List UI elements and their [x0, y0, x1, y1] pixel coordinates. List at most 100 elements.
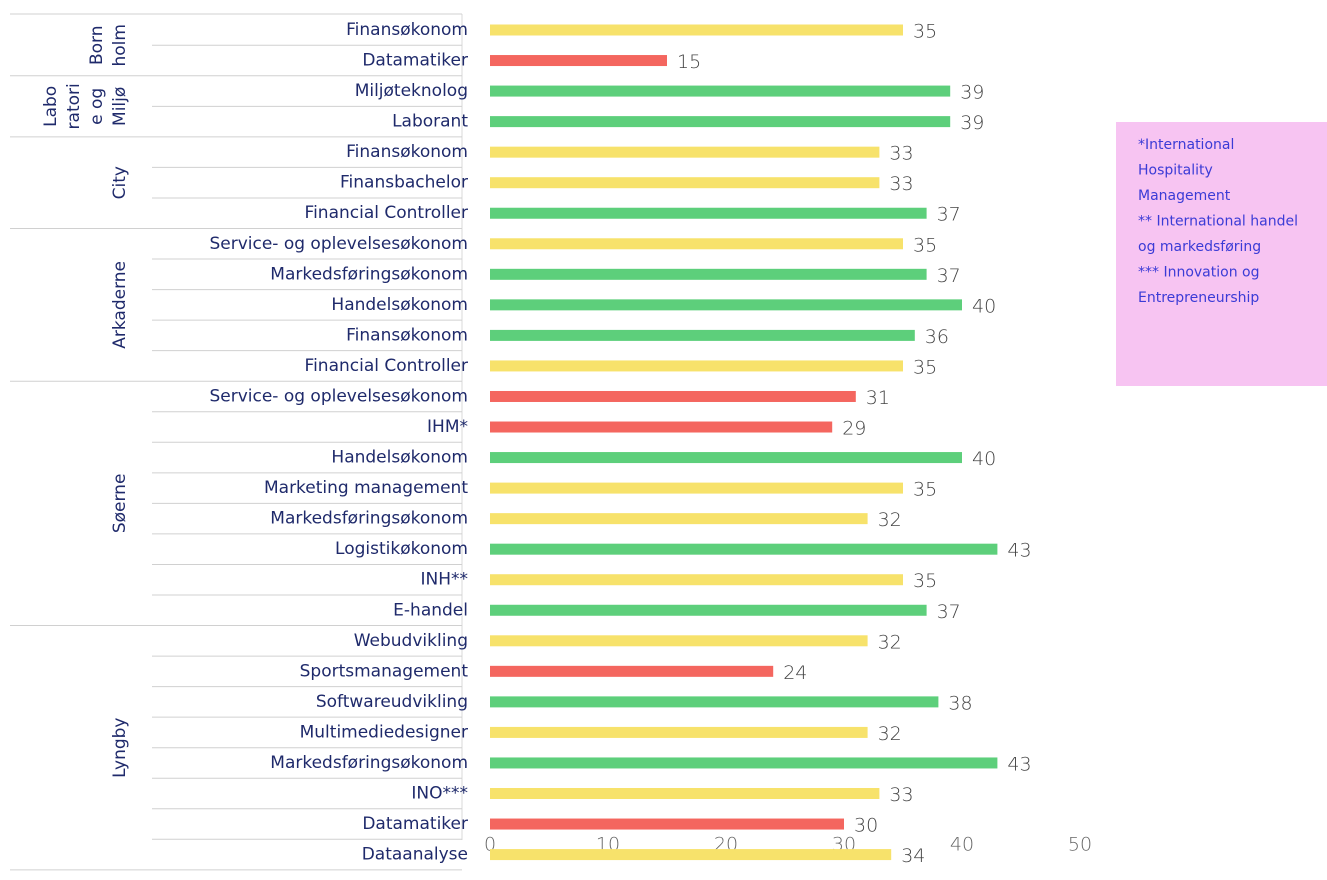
- bar: [490, 329, 915, 341]
- bar: [490, 55, 667, 67]
- value-label: 33: [889, 784, 913, 806]
- bar: [490, 757, 998, 769]
- value-label: 40: [972, 448, 996, 470]
- category-label: INO***: [411, 784, 468, 804]
- category-label: Handelsøkonom: [331, 448, 468, 468]
- value-label: 39: [960, 82, 984, 104]
- category-label: Finansøkonom: [346, 20, 468, 40]
- value-label: 32: [878, 723, 902, 745]
- annotation-text: Management: [1138, 188, 1231, 204]
- category-label: Markedsføringsøkonom: [270, 264, 468, 284]
- value-label: 36: [925, 326, 949, 348]
- category-label: E-handel: [393, 600, 468, 620]
- value-label: 32: [878, 509, 902, 531]
- bar: [490, 360, 903, 372]
- group-label: Søerne: [110, 474, 130, 534]
- bar: [490, 452, 962, 464]
- value-label: 29: [842, 418, 866, 440]
- bar: [490, 604, 927, 616]
- category-label: Finansøkonom: [346, 325, 468, 345]
- group-label: ratori: [64, 83, 84, 129]
- bar: [490, 849, 892, 861]
- category-label: Service- og oplevelsesøkonom: [209, 234, 468, 254]
- value-label: 33: [889, 173, 913, 195]
- value-label: 37: [937, 204, 961, 226]
- group-label: e og: [87, 88, 107, 125]
- bar: [490, 85, 951, 97]
- category-label: Handelsøkonom: [331, 295, 468, 315]
- bar: [490, 238, 903, 250]
- category-label: Financial Controller: [305, 356, 468, 376]
- annotation-box: [1116, 122, 1327, 386]
- category-label: Finansøkonom: [346, 142, 468, 162]
- value-label: 30: [854, 815, 878, 837]
- annotation-text: ** International handel: [1138, 214, 1298, 230]
- value-label: 33: [889, 143, 913, 165]
- bar: [490, 726, 868, 738]
- bar: [490, 299, 962, 311]
- category-label: Sportsmanagement: [300, 661, 469, 681]
- value-label: 35: [913, 356, 937, 378]
- category-label: Markedsføringsøkonom: [270, 509, 468, 529]
- category-label: Markedsføringsøkonom: [270, 753, 468, 773]
- category-label: Datamatiker: [362, 51, 468, 71]
- category-label: Softwareudvikling: [316, 692, 468, 712]
- group-label: Born: [87, 26, 107, 66]
- value-label: 35: [913, 479, 937, 501]
- x-tick-label: 50: [1068, 834, 1092, 856]
- group-label: holm: [110, 24, 130, 66]
- category-label: Multimediedesigner: [300, 722, 468, 742]
- bar: [490, 146, 880, 158]
- category-label: Financial Controller: [305, 203, 468, 223]
- group-label: Arkaderne: [110, 261, 130, 349]
- value-label: 40: [972, 295, 996, 317]
- bar: [490, 818, 844, 830]
- category-label: Miljøteknolog: [355, 81, 468, 101]
- value-label: 43: [1007, 540, 1031, 562]
- bar: [490, 177, 880, 189]
- bar: [490, 268, 927, 280]
- category-label: Service- og oplevelsesøkonom: [209, 386, 468, 406]
- annotation-text: Hospitality: [1138, 163, 1213, 179]
- bar: [490, 574, 903, 586]
- category-label: Dataanalyse: [362, 845, 468, 865]
- annotation-text: Entrepreneurship: [1138, 290, 1259, 306]
- bar: [490, 696, 939, 708]
- value-label: 35: [913, 21, 937, 43]
- value-label: 32: [878, 631, 902, 653]
- category-label: Laborant: [392, 112, 468, 132]
- category-label: Marketing management: [264, 478, 468, 498]
- bar: [490, 665, 774, 677]
- category-label: Logistikøkonom: [335, 539, 468, 559]
- annotation-text: *International: [1138, 137, 1234, 153]
- annotation-text: og markedsføring: [1138, 239, 1261, 255]
- bar: [490, 543, 998, 555]
- value-label: 37: [937, 601, 961, 623]
- bar: [490, 788, 880, 799]
- bar: [490, 116, 951, 128]
- annotation-text: *** Innovation og: [1138, 265, 1259, 281]
- value-label: 37: [937, 265, 961, 287]
- category-label: INH**: [420, 570, 468, 590]
- category-label: Finansbachelor: [340, 173, 468, 193]
- value-label: 38: [948, 692, 972, 714]
- group-label: Miljø: [110, 87, 130, 126]
- bar: [490, 513, 868, 525]
- category-label: Datamatiker: [362, 814, 468, 834]
- value-label: 39: [960, 112, 984, 134]
- group-label: City: [110, 166, 130, 199]
- bar: [490, 482, 903, 494]
- value-label: 43: [1007, 753, 1031, 775]
- category-label: IHM*: [427, 417, 468, 437]
- bar: [490, 421, 833, 433]
- value-label: 24: [783, 662, 807, 684]
- bar: [490, 390, 856, 402]
- x-tick-label: 40: [950, 834, 974, 856]
- value-label: 34: [901, 845, 925, 867]
- category-label: Webudvikling: [354, 631, 468, 651]
- value-label: 15: [677, 51, 701, 73]
- value-label: 35: [913, 570, 937, 592]
- bar: [490, 635, 868, 647]
- bar: [490, 24, 903, 36]
